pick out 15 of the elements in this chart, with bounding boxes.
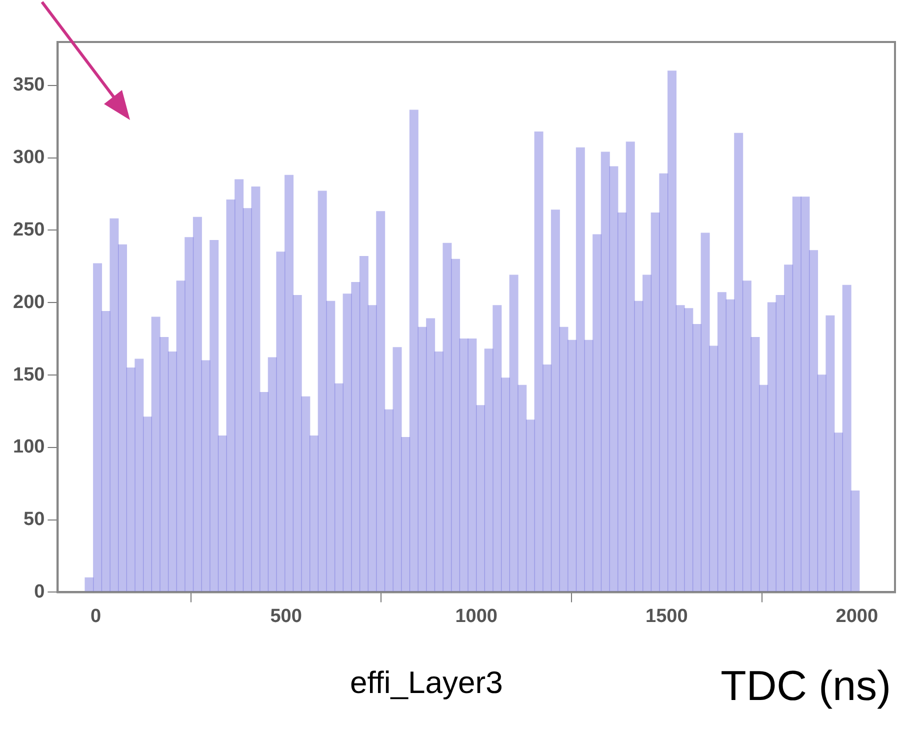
y-tick-label: 200 [13, 292, 45, 313]
x-tick-label: 1500 [646, 606, 688, 627]
x-tick-label: 2000 [836, 606, 878, 627]
x-axis-title: TDC (ns) [720, 662, 891, 710]
y-tick-label: 250 [13, 219, 45, 240]
x-tick-label: 1000 [455, 606, 498, 627]
y-tick-label: 100 [13, 436, 45, 458]
y-tick-label: 350 [13, 74, 45, 96]
x-tick-label: 500 [270, 606, 302, 627]
y-tick-label: 300 [13, 147, 45, 168]
y-tick-label: 0 [34, 581, 45, 602]
y-tick-label: 150 [13, 364, 45, 386]
x-tick-label: 0 [90, 606, 102, 627]
y-tick-label: 50 [24, 509, 45, 530]
text: effi_Layer3 [350, 665, 503, 701]
